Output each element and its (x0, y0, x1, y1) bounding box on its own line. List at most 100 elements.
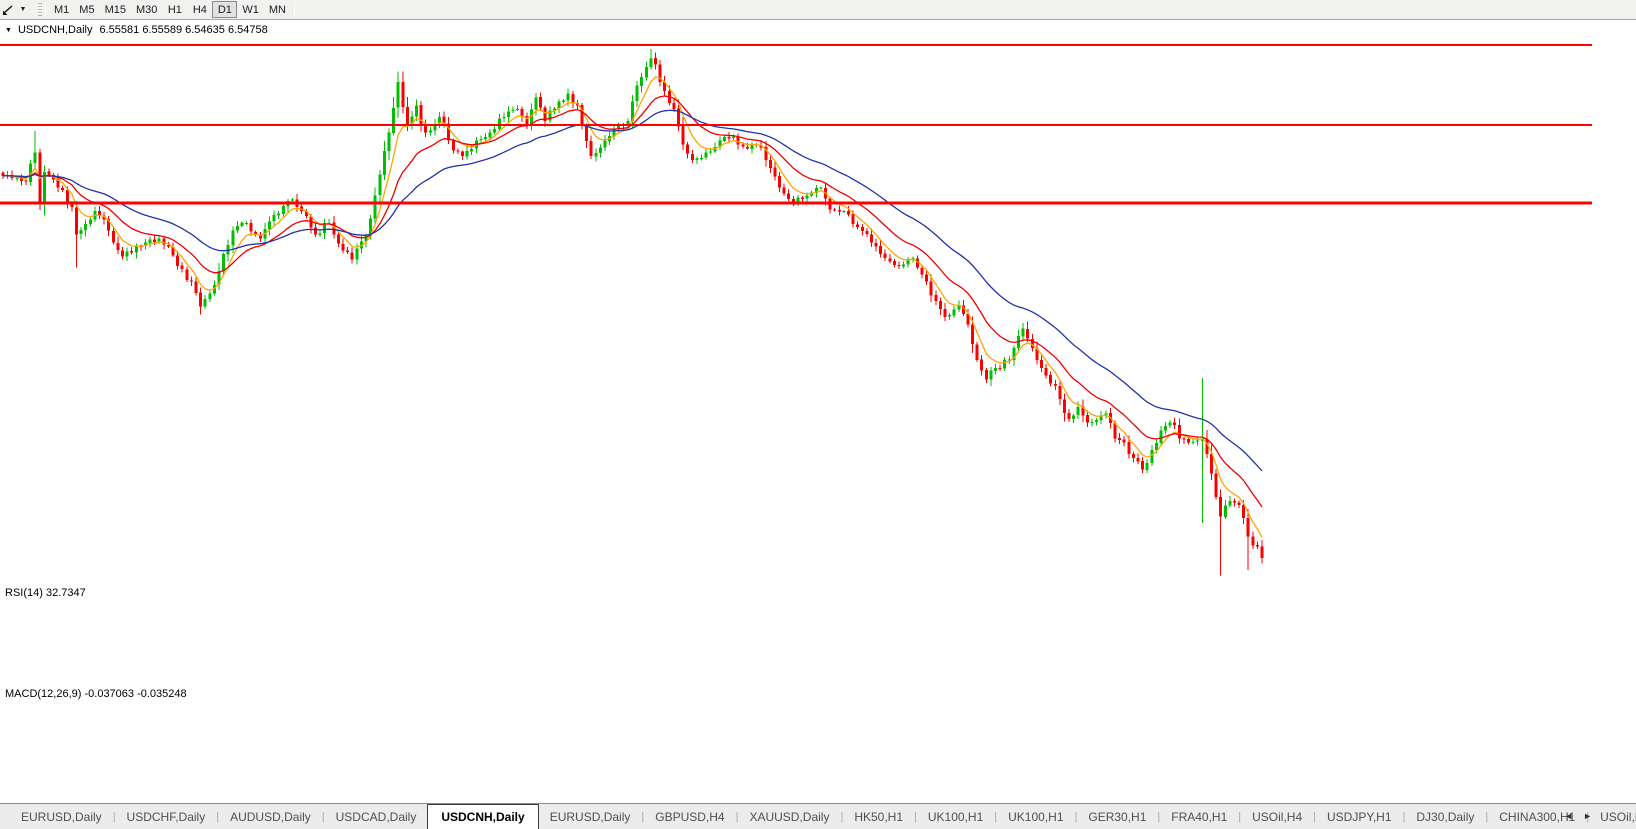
timeframe-button-m1[interactable]: M1 (54, 3, 70, 16)
candle (704, 152, 708, 158)
candle (750, 144, 754, 149)
candle (732, 136, 736, 139)
timeframe-button-m30[interactable]: M30 (135, 3, 158, 16)
candle (571, 93, 575, 104)
tab-usdjpy-h1[interactable]: USDJPY,H1 (1327, 809, 1392, 824)
candle (672, 103, 676, 110)
tab-divider: | (1402, 810, 1406, 823)
tab-usdcnh-daily[interactable]: USDCNH,Daily (427, 804, 539, 829)
candle (1154, 442, 1158, 450)
timeframe-button-w1[interactable]: W1 (242, 3, 259, 16)
tab-dj30-daily[interactable]: DJ30,Daily (1416, 809, 1475, 824)
candle (134, 246, 138, 253)
candle (336, 234, 340, 244)
candle (837, 209, 841, 212)
candle (102, 215, 106, 220)
candle (130, 251, 134, 253)
candle (644, 67, 648, 78)
candle (548, 110, 552, 121)
timeframe-button-h4[interactable]: H4 (192, 3, 207, 16)
candle (1242, 504, 1246, 519)
candle (681, 126, 685, 145)
timeframe-button-h1[interactable]: H1 (167, 3, 182, 16)
candle (61, 187, 65, 191)
candle (84, 223, 88, 231)
timeframe-button-m15[interactable]: M15 (104, 3, 126, 16)
tab-fra40-h1[interactable]: FRA40,H1 (1171, 809, 1228, 824)
candle (1062, 399, 1066, 413)
candle (194, 281, 198, 293)
chart-menu-caret-icon[interactable]: ▼ (5, 27, 12, 34)
candle (529, 109, 533, 126)
tab-usdchf-daily[interactable]: USDCHF,Daily (126, 809, 206, 824)
candle (479, 138, 483, 141)
candle (235, 225, 239, 231)
tab-hk50-h1[interactable]: HK50,H1 (854, 809, 904, 824)
dropdown-caret-icon[interactable]: ▼ (19, 6, 27, 13)
candle (975, 344, 979, 360)
candle (1196, 440, 1200, 442)
tab-ger30-h1[interactable]: GER30,H1 (1088, 809, 1147, 824)
candle (860, 227, 864, 231)
tab-audusd-daily[interactable]: AUDUSD,Daily (230, 809, 311, 824)
candle (612, 129, 616, 137)
chart-symbol-label: USDCNH,Daily (17, 24, 93, 36)
chart-ohlc-values: 6.55581 6.55589 6.54635 6.54758 (99, 24, 268, 36)
candle (433, 124, 437, 131)
tab-divider: | (321, 810, 325, 823)
candle (1260, 546, 1264, 558)
candle (589, 141, 593, 157)
candle (1131, 454, 1135, 458)
candle (506, 111, 510, 118)
chart-title: ▼ USDCNH,Daily 6.55581 6.55589 6.54635 6.5… (5, 24, 268, 36)
candle (24, 180, 28, 182)
candle (906, 260, 910, 265)
tab-xauusd-daily[interactable]: XAUUSD,Daily (749, 809, 830, 824)
candle (1085, 415, 1089, 423)
candle (998, 367, 1002, 369)
candle (745, 146, 749, 149)
candle (934, 295, 938, 302)
candle (938, 300, 942, 309)
tab-divider: | (1485, 810, 1489, 823)
candle (1053, 383, 1057, 386)
arrow-tool-icon[interactable] (1, 3, 15, 17)
tab-uk100-h1[interactable]: UK100,H1 (927, 809, 984, 824)
tab-uk100-h1[interactable]: UK100,H1 (1008, 809, 1064, 824)
timeframe-button-mn[interactable]: MN (268, 3, 286, 16)
tabs-scroll-right-icon[interactable]: ► (1583, 811, 1592, 821)
candle (971, 324, 975, 344)
candle (222, 254, 226, 272)
candle (1159, 430, 1163, 444)
candle (1209, 454, 1213, 474)
candle (488, 132, 492, 138)
tabs-scroll-left-icon[interactable]: ◄ (1564, 811, 1574, 821)
tab-china300-h1[interactable]: CHINA300,H1 (1499, 809, 1576, 824)
candle (1030, 338, 1034, 349)
candle (203, 299, 207, 307)
candle (461, 151, 464, 157)
candle (773, 167, 777, 177)
candle (447, 123, 451, 141)
macd-label: MACD(12,26,9) -0.037063 -0.035248 (5, 688, 187, 700)
candle (819, 187, 823, 189)
candle (47, 171, 51, 175)
candle (764, 147, 768, 161)
candle (162, 238, 166, 245)
tab-eurusd-daily[interactable]: EURUSD,Daily (549, 809, 631, 824)
candle (566, 93, 570, 101)
timeframe-button-d1[interactable]: D1 (212, 1, 238, 18)
timeframe-button-m5[interactable]: M5 (79, 3, 95, 16)
tab-eurusd-daily[interactable]: EURUSD,Daily (21, 809, 102, 824)
candle (649, 58, 653, 68)
candle (419, 105, 423, 125)
candle (111, 230, 115, 243)
candle (516, 109, 520, 111)
tab-usoil-h4[interactable]: USOil,H4 (1252, 809, 1303, 824)
candle (171, 246, 175, 256)
candle (189, 280, 193, 282)
tab-usoil-h1[interactable]: USOil,H1 (1600, 809, 1636, 824)
tab-usdcad-daily[interactable]: USDCAD,Daily (335, 809, 417, 824)
tab-gbpusd-h4[interactable]: GBPUSD,H4 (655, 809, 725, 824)
